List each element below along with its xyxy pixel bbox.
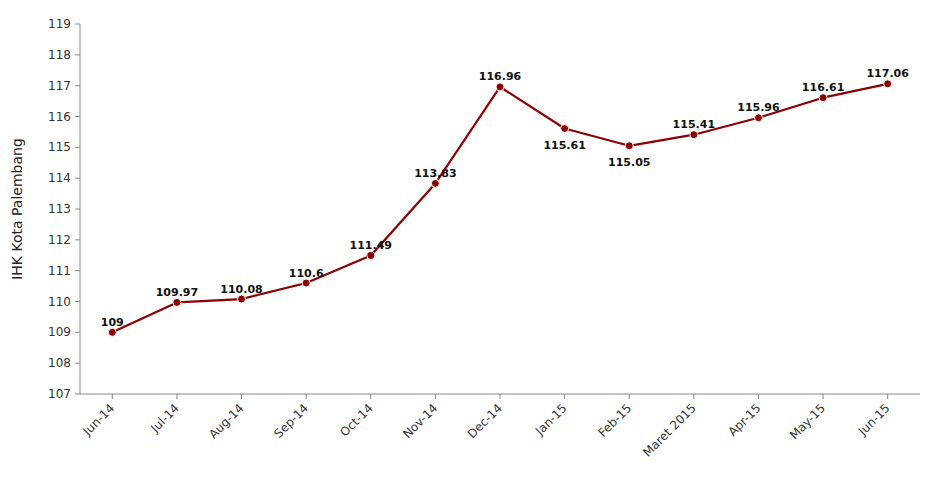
y-tick bbox=[75, 116, 80, 117]
x-tick bbox=[112, 394, 113, 399]
y-tick-label: 117 bbox=[48, 79, 71, 93]
y-axis-label: IHK Kota Palembang bbox=[9, 138, 25, 280]
x-tick bbox=[758, 394, 759, 399]
data-label: 115.41 bbox=[673, 118, 715, 131]
marks bbox=[108, 80, 891, 337]
chart-svg: 107 108 109 110 111 112 113 114 115 116 117 118 119 J… bbox=[0, 0, 944, 486]
x-tick bbox=[435, 394, 436, 399]
y-tick bbox=[75, 270, 80, 271]
x-tick-label: Oct-14 bbox=[337, 401, 375, 439]
point bbox=[431, 179, 439, 187]
data-label: 110.08 bbox=[220, 283, 262, 296]
x-tick-label: Feb-15 bbox=[595, 401, 634, 440]
x-tick-label: May-15 bbox=[787, 401, 828, 442]
point bbox=[819, 94, 827, 102]
point bbox=[238, 295, 246, 303]
y-tick-label: 118 bbox=[48, 48, 71, 62]
x-tick bbox=[629, 394, 630, 399]
chart-container: 107 108 109 110 111 112 113 114 115 116 117 118 119 J… bbox=[0, 0, 944, 486]
point bbox=[108, 328, 116, 336]
y-tick-label: 110 bbox=[48, 295, 71, 309]
point bbox=[690, 131, 698, 139]
point bbox=[173, 298, 181, 306]
line bbox=[112, 84, 887, 333]
y-tick-label: 114 bbox=[48, 171, 71, 185]
y-tick-label: 115 bbox=[48, 140, 71, 154]
x-tick bbox=[693, 394, 694, 399]
data-label: 110.6 bbox=[289, 267, 324, 280]
x-tick-label: Dec-14 bbox=[465, 401, 505, 441]
x-tick bbox=[564, 394, 565, 399]
point bbox=[496, 83, 504, 91]
y-tick-label: 107 bbox=[48, 387, 71, 401]
data-label: 115.96 bbox=[737, 101, 780, 114]
data-label: 113.83 bbox=[414, 167, 456, 180]
point bbox=[884, 80, 892, 88]
y-tick bbox=[75, 54, 80, 55]
data-label: 109.97 bbox=[156, 286, 198, 299]
x-tick-label: Apr-15 bbox=[726, 401, 764, 439]
data-labels: 109 109.97 110.08 110.6 111.49 113.83 116.96 11… bbox=[101, 67, 909, 329]
x-tick-label: Maret 2015 bbox=[640, 401, 699, 460]
y-tick bbox=[75, 24, 80, 25]
x-tick-label: Aug-14 bbox=[206, 401, 246, 441]
x-tick bbox=[306, 394, 307, 399]
x-tick bbox=[241, 394, 242, 399]
point bbox=[561, 125, 569, 133]
point bbox=[754, 114, 762, 122]
y-axis-line bbox=[80, 24, 81, 394]
y-tick bbox=[75, 239, 80, 240]
data-label: 116.61 bbox=[802, 81, 844, 94]
x-tick bbox=[887, 394, 888, 399]
y-tick-label: 112 bbox=[48, 233, 71, 247]
x-tick bbox=[500, 394, 501, 399]
y-tick-label: 113 bbox=[48, 202, 71, 216]
data-label: 117.06 bbox=[866, 67, 909, 80]
y-tick bbox=[75, 301, 80, 302]
x-tick-label: Nov-14 bbox=[400, 401, 440, 441]
x-tick bbox=[823, 394, 824, 399]
y-tick bbox=[75, 85, 80, 86]
y-tick bbox=[75, 332, 80, 333]
data-label: 116.96 bbox=[479, 70, 522, 83]
x-tick-label: Jan-15 bbox=[532, 401, 570, 439]
y-tick bbox=[75, 147, 80, 148]
x-tick bbox=[176, 394, 177, 399]
x-tick bbox=[370, 394, 371, 399]
y-tick bbox=[75, 394, 80, 395]
y-tick-label: 108 bbox=[48, 356, 71, 370]
x-tick-label: Jul-14 bbox=[147, 401, 182, 436]
point bbox=[302, 279, 310, 287]
data-label: 109 bbox=[101, 316, 124, 329]
x-tick-label: Jun-15 bbox=[855, 401, 893, 439]
data-label: 115.61 bbox=[543, 139, 585, 152]
point bbox=[367, 252, 375, 260]
point bbox=[625, 142, 633, 150]
y-tick bbox=[75, 363, 80, 364]
y-tick-label: 119 bbox=[48, 17, 71, 31]
data-label: 111.49 bbox=[350, 239, 392, 252]
axes: 107 108 109 110 111 112 113 114 115 116 117 118 119 J… bbox=[48, 17, 920, 460]
y-tick bbox=[75, 178, 80, 179]
y-tick bbox=[75, 209, 80, 210]
y-tick-label: 116 bbox=[48, 110, 71, 124]
x-tick-label: Sep-14 bbox=[271, 401, 311, 441]
y-tick-label: 111 bbox=[48, 264, 71, 278]
data-label: 115.05 bbox=[608, 156, 650, 169]
x-tick-label: Jun-14 bbox=[80, 401, 118, 439]
y-tick-label: 109 bbox=[48, 325, 71, 339]
